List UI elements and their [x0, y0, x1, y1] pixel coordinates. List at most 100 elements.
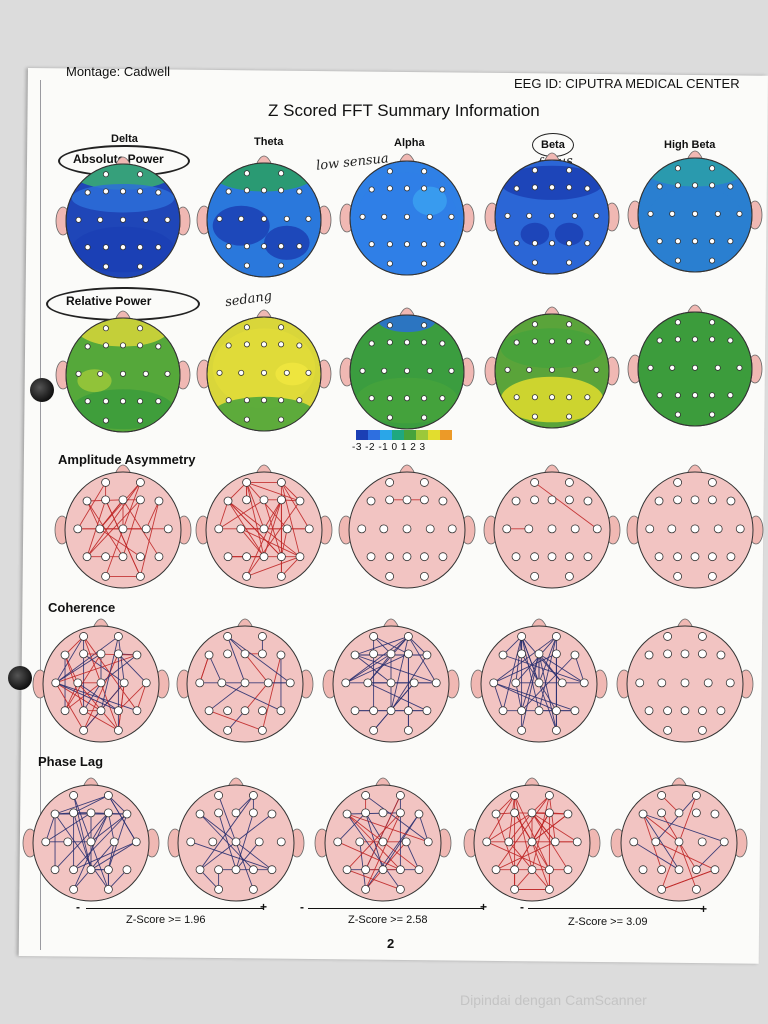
electrode: [225, 242, 232, 249]
electrode: [131, 837, 141, 847]
electrode: [79, 726, 88, 735]
connection-line: [508, 812, 533, 843]
scanner-watermark: Dipindai dengan CamScanner: [460, 992, 647, 1008]
connection-line: [77, 682, 119, 731]
connection-line: [83, 682, 125, 731]
connection-line: [100, 636, 119, 711]
connection-line: [574, 654, 585, 683]
electrode: [208, 837, 218, 847]
electrode: [566, 320, 573, 327]
electrode: [341, 678, 351, 688]
electrode: [278, 242, 285, 249]
electrode: [101, 478, 110, 487]
connection-line: [502, 636, 523, 711]
connection-line: [64, 653, 102, 711]
electrode: [79, 706, 88, 716]
electrode: [593, 366, 600, 373]
connection-line: [548, 795, 556, 842]
electrode: [386, 649, 396, 659]
phase-lag-map-2: [314, 777, 452, 902]
electrode: [421, 339, 428, 346]
connection-line: [199, 813, 254, 870]
electrode: [155, 398, 162, 405]
electrode: [549, 366, 556, 373]
electrode: [534, 706, 544, 716]
electrode: [656, 392, 663, 399]
electrode: [381, 367, 388, 374]
connection-line: [486, 795, 515, 843]
electrode: [690, 524, 700, 534]
relative-power-map-3: [484, 306, 620, 428]
electrode: [368, 395, 375, 402]
electrode: [137, 325, 144, 332]
electrode: [86, 865, 96, 875]
electrode: [137, 188, 144, 195]
electrode: [513, 393, 520, 400]
electrode: [296, 242, 303, 249]
electrode: [517, 649, 526, 659]
topomap-region: [500, 327, 604, 368]
electrode: [421, 322, 428, 329]
electrode: [593, 212, 600, 219]
electrode: [109, 837, 119, 847]
electrode: [242, 478, 251, 487]
electrode: [361, 791, 370, 800]
electrode: [305, 215, 312, 222]
connection-line: [367, 682, 428, 712]
electrode: [242, 495, 251, 505]
electrode: [155, 244, 162, 251]
electrode: [552, 649, 561, 659]
connection-line: [136, 682, 147, 711]
connection-line: [408, 636, 437, 684]
electrode: [439, 340, 446, 347]
electrode: [570, 650, 580, 660]
connection-line: [495, 841, 556, 871]
electrode: [719, 837, 729, 847]
electrode: [104, 865, 113, 875]
electrode: [527, 808, 537, 818]
electrode: [531, 337, 538, 344]
electrode: [571, 366, 578, 373]
connection-line: [354, 654, 392, 684]
electrode: [243, 242, 250, 249]
connection-line: [521, 636, 540, 711]
electrode: [242, 552, 251, 562]
electrode: [104, 791, 113, 800]
connection-line: [345, 636, 409, 684]
electrode: [60, 650, 70, 660]
electrode: [534, 678, 544, 688]
electrode: [369, 649, 378, 659]
electrode: [698, 726, 707, 735]
electrode: [644, 650, 654, 660]
connection-line: [55, 682, 102, 712]
electrode: [84, 343, 91, 350]
electrode: [261, 186, 268, 193]
connection-line: [83, 710, 119, 731]
electrode: [238, 369, 245, 376]
electrode: [378, 865, 388, 875]
electrode: [102, 342, 109, 349]
connection-line: [365, 812, 401, 890]
connection-line: [246, 482, 288, 530]
topomap-region: [264, 225, 310, 260]
topomap-region: [520, 222, 550, 245]
electrode: [355, 837, 365, 847]
electrode: [510, 791, 519, 800]
electrode: [82, 552, 92, 562]
electrode: [482, 837, 492, 847]
band-label-theta: Theta: [254, 136, 284, 148]
electrode: [243, 323, 250, 330]
zscore-label-2: Z-Score >= 2.58: [348, 914, 428, 926]
electrode: [674, 238, 681, 245]
electrode: [673, 478, 682, 487]
electrode: [104, 808, 113, 818]
connection-line: [280, 528, 288, 557]
connection-line: [246, 500, 301, 577]
connection-line: [418, 813, 429, 842]
electrode: [216, 215, 223, 222]
topomap-region: [554, 222, 584, 245]
connection-line: [642, 813, 680, 843]
electrode: [644, 706, 654, 716]
electrode: [155, 189, 162, 196]
connection-line: [208, 654, 223, 684]
